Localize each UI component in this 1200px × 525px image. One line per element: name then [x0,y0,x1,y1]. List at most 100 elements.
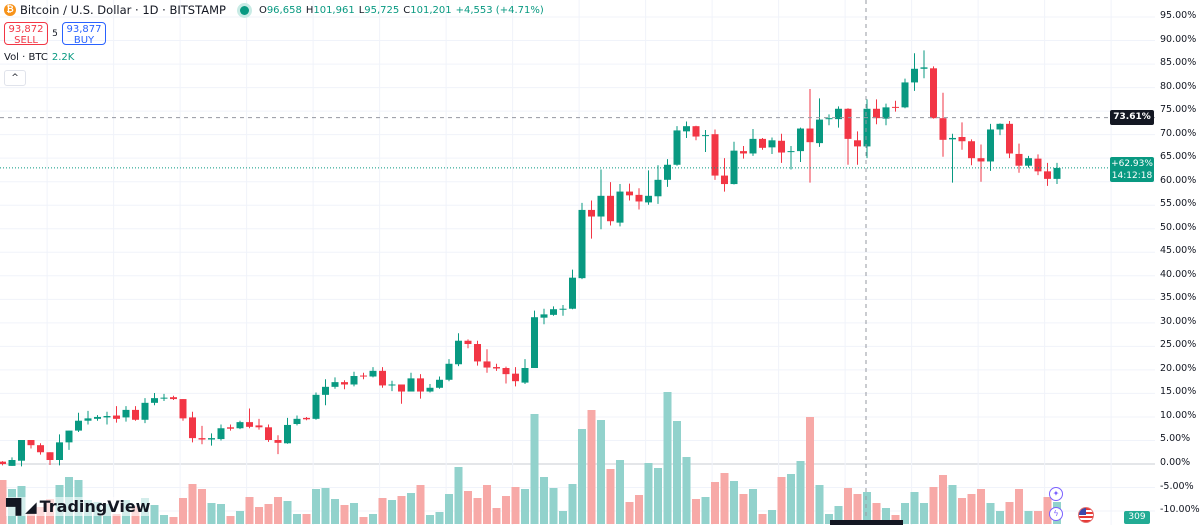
volume-bar [901,503,909,524]
volume-bar [435,512,444,524]
candle [151,392,158,406]
candle-body [911,68,918,83]
volume-bar [207,503,216,524]
candle [654,165,662,204]
candle [778,133,785,163]
grid-lines [0,0,1155,525]
candle-body [844,108,852,139]
y-tick-label: 55.00% [1160,198,1197,210]
symbol-title[interactable]: Bitcoin / U.S. Dollar · 1D · BITSTAMP [20,3,226,17]
volume-bar [359,517,368,524]
volume-bar [511,487,520,524]
volume-legend[interactable]: Vol · BTC 2.2K [4,52,74,63]
candle [1015,143,1023,173]
us-flag-icon[interactable] [1078,507,1094,523]
volume-bar [1015,489,1023,524]
low-value: 95,725 [364,4,400,16]
candle [388,380,396,392]
candle-body [265,427,272,441]
volume-bar [834,506,843,524]
volume-bar [720,473,729,524]
candle [835,106,842,128]
candle-body [740,151,747,154]
sell-button[interactable]: 93,872 SELL [4,22,48,46]
candle [673,126,681,166]
candle [398,384,405,404]
candle [341,380,348,390]
candle [379,367,386,388]
candle [37,443,44,455]
candle [806,89,814,183]
candle [512,367,519,387]
candle [1053,162,1061,185]
candle [426,384,434,393]
candle-body [920,67,928,69]
add-indicator-icon[interactable]: ✦ [1049,487,1063,501]
volume-bar [711,482,719,524]
y-tick-label: 95.00% [1160,10,1197,22]
volume-bar [996,511,1004,524]
y-tick-label: 15.00% [1160,386,1197,398]
candle [8,457,16,466]
candle [94,415,101,421]
volume-bar [321,488,330,524]
candle-body [987,129,994,162]
y-tick-label: 60.00% [1160,174,1197,186]
tradingview-logo[interactable]: ▀▌◢ TradingView [6,497,151,516]
buy-button[interactable]: 93,877 BUY [62,22,106,46]
candle-body [37,445,44,453]
volume-bar [255,507,263,524]
candle [417,374,424,399]
ohlc-low: L95,725 [359,5,400,16]
candle [1044,162,1051,186]
volume-bar [378,498,387,524]
candle [664,159,671,187]
candle [911,53,918,91]
candle-body [1015,153,1023,166]
volume-bar [179,498,187,524]
volume-bar [236,511,244,524]
open-label: O [258,4,267,16]
ohlc-open: O96,658 [259,5,302,16]
candle [75,412,82,433]
volume-bar [530,414,539,524]
collapse-legend-button[interactable]: ^ [4,70,26,86]
candle [27,440,35,449]
volume-bar [977,489,985,524]
candle-body [388,384,396,386]
candle-body [778,140,785,153]
candle-body [141,402,149,420]
volume-bar [625,502,634,524]
candle-body [27,440,35,446]
candle-body [635,194,643,202]
candle-body [417,378,424,392]
candle [787,145,795,170]
low-label: L [358,4,365,16]
volume-value: 2.2K [51,52,75,63]
volume-bar [1024,511,1033,524]
y-tick-label: 85.00% [1160,57,1197,69]
candle-body [873,108,880,119]
candle-body [787,151,795,153]
candle-body [18,440,25,461]
candle-body [350,376,358,385]
volume-bar [882,508,890,524]
volume-bar [1034,511,1042,524]
crosshair-lines [0,0,1155,525]
lightning-icon[interactable]: ϟ [1049,507,1063,521]
last-price-tag: +62.93% 14:12:18 [1110,157,1154,182]
candle-body [816,119,823,144]
candle-body [702,135,709,137]
volume-bar [644,463,653,524]
candle-body [122,409,130,418]
candle-body [502,368,510,375]
candle [1034,154,1042,176]
candle [369,367,377,378]
candle-body [512,373,519,382]
candle [179,399,187,421]
candle [189,411,196,443]
candle-body [360,375,367,377]
volume-bar [986,503,995,524]
candle [759,137,766,150]
